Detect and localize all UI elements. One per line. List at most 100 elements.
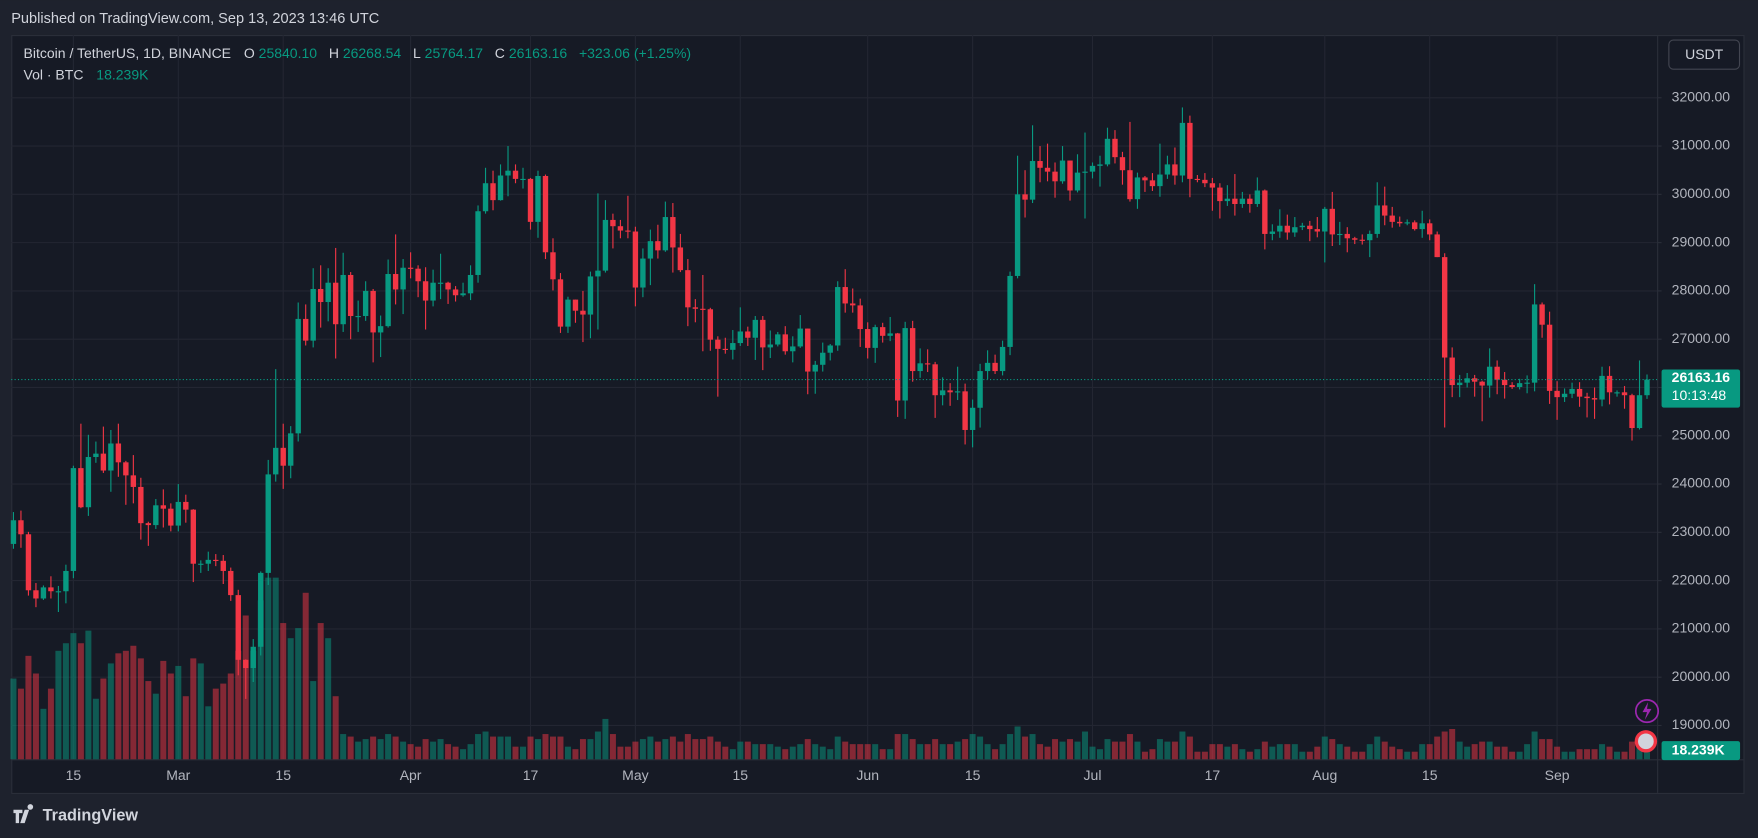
candle-body (775, 334, 781, 345)
candle-body (1067, 160, 1073, 191)
y-tick-label: 20000.00 (1672, 668, 1731, 684)
currency-button[interactable]: USDT (1668, 39, 1741, 70)
candle-body (1082, 171, 1088, 173)
candle-body (48, 587, 54, 592)
candle-body (947, 390, 953, 393)
candle-body (640, 258, 646, 288)
candle-body (452, 289, 459, 296)
volume-bar (1022, 736, 1029, 760)
volume-bar (152, 693, 159, 760)
volume-bar (617, 746, 624, 760)
candle-body (130, 475, 137, 487)
volume-bar (1299, 751, 1306, 760)
currency-button-label[interactable]: USDT (1685, 46, 1724, 62)
chart-frame (11, 34, 1745, 795)
alert-icon[interactable] (1634, 699, 1660, 724)
candle-body (542, 175, 549, 253)
volume-bar (864, 744, 871, 760)
volume-bar (992, 749, 999, 760)
volume-bar (1186, 736, 1193, 760)
candle-body (887, 333, 893, 336)
volume-tag (1661, 741, 1741, 761)
volume-bar (62, 643, 69, 760)
volume-bar (1464, 746, 1471, 760)
candle-body (243, 659, 249, 669)
volume-bar (572, 749, 579, 760)
candle-body (1456, 382, 1463, 386)
volume-bar (77, 643, 84, 760)
volume-bar (677, 741, 684, 760)
volume-bar (377, 739, 384, 760)
candle-body (820, 352, 826, 365)
volume-bar (1082, 731, 1089, 760)
candle-body (1172, 164, 1178, 176)
volume-bar (789, 746, 796, 760)
volume-bar (1089, 746, 1096, 760)
volume-bar (744, 741, 751, 760)
volume-bar (857, 744, 864, 760)
x-tick-label: 15 (1422, 767, 1438, 783)
volume-bar (1644, 750, 1651, 760)
volume-bar (302, 592, 309, 760)
volume-bar (1179, 731, 1186, 760)
volume-bar (782, 749, 789, 760)
candle-body (1434, 234, 1440, 258)
volume-bar (227, 673, 234, 760)
candle-body (392, 274, 399, 290)
candle-body (812, 364, 818, 372)
candle-body (153, 505, 159, 526)
volume-bar (362, 739, 369, 760)
candle-body (902, 328, 908, 401)
candle-body (1224, 198, 1231, 202)
volume-bar (909, 739, 916, 760)
candle-body (138, 486, 144, 524)
volume-bar (1329, 739, 1336, 760)
candle-body (685, 270, 691, 308)
volume-bar (1276, 744, 1283, 760)
volume-bar (947, 744, 954, 760)
volume-legend: Vol · BTC 18.239K (24, 66, 150, 82)
candle-body (1074, 172, 1081, 191)
candle-body (939, 390, 946, 396)
candle-body (400, 267, 406, 290)
volume-bar (1629, 741, 1636, 760)
volume-tag-label: 18.239K (1672, 741, 1725, 757)
candle-body (1584, 396, 1590, 399)
candle-body (145, 523, 152, 526)
candle-body (962, 391, 968, 430)
volume-bar (145, 681, 152, 760)
volume-bar (392, 736, 399, 760)
volume-bar (287, 638, 294, 760)
candle-body (805, 328, 811, 372)
currency-button-box[interactable] (1668, 39, 1741, 70)
volume-bar (1284, 744, 1291, 760)
candle-body (85, 457, 92, 508)
volume-bar (1321, 736, 1328, 760)
candle-body (1209, 183, 1216, 188)
volume-bar (32, 673, 39, 760)
candle-body (1314, 229, 1320, 232)
x-tick-label: Apr (400, 767, 422, 783)
volume-bar (1224, 746, 1231, 760)
candle-body (1569, 388, 1575, 394)
candle-body (587, 276, 594, 315)
volume-bar (1044, 746, 1051, 760)
volume-bar (115, 653, 122, 760)
volume-bar (542, 734, 549, 760)
axes: 19000.00 20000.00 21000.00 22000.00 23000.00… (11, 88, 1741, 783)
volume-bar (205, 706, 212, 760)
volume-bar (167, 673, 174, 760)
volume-bar (1374, 736, 1381, 760)
candle-body (1382, 205, 1388, 216)
volume-bar (1209, 744, 1216, 760)
candle-body (482, 183, 489, 212)
volume-bar (407, 744, 414, 760)
candle-body (1232, 198, 1238, 204)
volume-bar (1037, 744, 1044, 760)
candle-body (1247, 198, 1253, 204)
x-tick-label: 17 (523, 767, 539, 783)
candle-body (1202, 179, 1208, 184)
candles (10, 107, 1650, 699)
candle-body (999, 346, 1006, 372)
